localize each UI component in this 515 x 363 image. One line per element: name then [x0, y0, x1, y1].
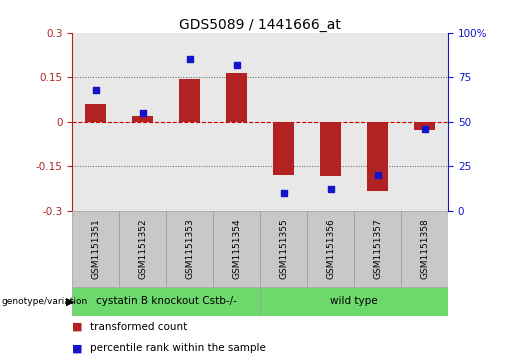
Bar [213, 211, 260, 287]
Point [373, 172, 382, 178]
Bar [226, 73, 247, 122]
Text: GSM1151352: GSM1151352 [138, 218, 147, 279]
Text: ■: ■ [72, 343, 82, 354]
Point [420, 126, 428, 132]
Bar [132, 116, 153, 122]
Text: GSM1151358: GSM1151358 [420, 218, 429, 279]
Bar [260, 287, 448, 316]
Text: transformed count: transformed count [90, 322, 187, 332]
Bar [307, 211, 354, 287]
Text: GSM1151354: GSM1151354 [232, 218, 241, 279]
Text: GSM1151351: GSM1151351 [91, 218, 100, 279]
Text: wild type: wild type [330, 296, 378, 306]
Text: ■: ■ [72, 322, 82, 332]
Point [232, 62, 241, 68]
Text: cystatin B knockout Cstb-/-: cystatin B knockout Cstb-/- [96, 296, 236, 306]
Point [92, 87, 100, 93]
Bar [166, 211, 213, 287]
Text: genotype/variation: genotype/variation [1, 297, 87, 306]
Text: percentile rank within the sample: percentile rank within the sample [90, 343, 266, 354]
Bar [72, 211, 119, 287]
Point [185, 56, 194, 62]
Title: GDS5089 / 1441666_at: GDS5089 / 1441666_at [179, 18, 341, 32]
Point [280, 190, 288, 196]
Text: ▶: ▶ [66, 296, 75, 306]
Bar [179, 79, 200, 122]
Bar [320, 122, 341, 176]
Bar [72, 287, 260, 316]
Bar [273, 122, 294, 175]
Bar [367, 122, 388, 191]
Bar [119, 211, 166, 287]
Text: GSM1151353: GSM1151353 [185, 218, 194, 279]
Point [327, 186, 335, 192]
Text: GSM1151357: GSM1151357 [373, 218, 382, 279]
Point [139, 110, 147, 115]
Bar [414, 122, 435, 131]
Bar [401, 211, 448, 287]
Bar [85, 104, 106, 122]
Bar [260, 211, 307, 287]
Bar [354, 211, 401, 287]
Text: GSM1151355: GSM1151355 [279, 218, 288, 279]
Text: GSM1151356: GSM1151356 [326, 218, 335, 279]
